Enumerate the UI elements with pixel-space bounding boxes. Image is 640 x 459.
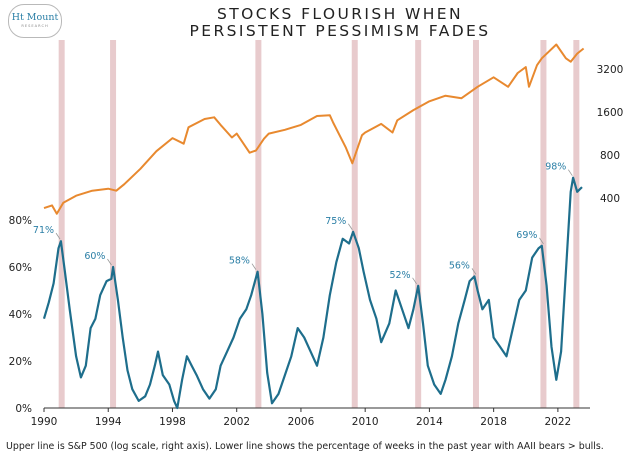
x-axis-tick-label: 1994 [95, 416, 122, 428]
annotation-label: 60% [84, 251, 105, 262]
bears-line [42, 176, 583, 410]
x-axis-tick-label: 2018 [480, 416, 507, 428]
annotation-leader [412, 277, 417, 285]
chart-title-line-2: PERSISTENT PESSIMISM FADES [189, 22, 491, 40]
right-axis-tick-label: 1600 [597, 107, 624, 119]
annotation-label: 52% [389, 270, 410, 281]
chart-caption: Upper line is S&P 500 (log scale, right … [6, 441, 604, 452]
left-axis-tick-label: 0% [15, 403, 32, 415]
annotation-leader [568, 169, 573, 176]
highlight-band [255, 40, 262, 408]
x-axis-tick-label: 2002 [223, 416, 250, 428]
highlight-band [351, 40, 358, 408]
right-axis-tick-label: 3200 [597, 64, 624, 76]
logo: Ht Mount RESEARCH [8, 4, 62, 38]
right-axis-ticks: 400 800 1600 3200 [597, 64, 624, 205]
annotation-label: 71% [33, 225, 54, 236]
sp500-line [43, 43, 585, 215]
annotation-label: 98% [545, 162, 566, 173]
annotation-leader [107, 258, 112, 266]
x-axis-ticks: 1990 1994 1998 2002 2006 2010 2014 2018 2022 [31, 408, 572, 428]
highlight-band [540, 40, 547, 408]
highlight-band [472, 40, 479, 408]
annotation-label: 69% [516, 230, 537, 241]
x-axis-tick-label: 2022 [545, 416, 572, 428]
left-axis-tick-label: 20% [9, 356, 32, 368]
logo-subtitle: RESEARCH [21, 24, 49, 28]
right-axis-tick-label: 400 [600, 193, 620, 205]
annotation-leader [251, 263, 257, 270]
highlight-band [415, 40, 422, 408]
annotation-leader [55, 232, 61, 240]
highlight-band [110, 40, 117, 408]
highlight-bands [58, 40, 580, 408]
left-axis-tick-label: 80% [9, 215, 32, 227]
annotation-leader [471, 268, 477, 275]
annotation-leader [347, 223, 353, 230]
left-axis-tick-label: 60% [9, 262, 32, 274]
chart-title-line-1: STOCKS FLOURISH WHEN [217, 5, 463, 23]
annotation-label: 58% [229, 256, 250, 267]
highlight-band [573, 40, 580, 408]
left-axis-ticks: 0% 20% 40% 60% 80% [9, 215, 32, 415]
annotation-label: 56% [449, 260, 470, 271]
x-axis-tick-label: 1998 [159, 416, 186, 428]
x-axis-tick-label: 1990 [31, 416, 58, 428]
highlight-band [58, 40, 65, 408]
logo-name: Ht Mount [11, 12, 59, 23]
left-axis-tick-label: 40% [9, 309, 32, 321]
x-axis-tick-label: 2010 [352, 416, 379, 428]
peak-annotations: 71% 60% 58% 75% 52% 56% 69% 98% [33, 162, 573, 285]
right-axis-tick-label: 800 [600, 150, 620, 162]
x-axis-tick-label: 2014 [416, 416, 443, 428]
annotation-label: 75% [325, 216, 346, 227]
annotation-leader [539, 237, 544, 245]
x-axis-tick-label: 2006 [288, 416, 315, 428]
